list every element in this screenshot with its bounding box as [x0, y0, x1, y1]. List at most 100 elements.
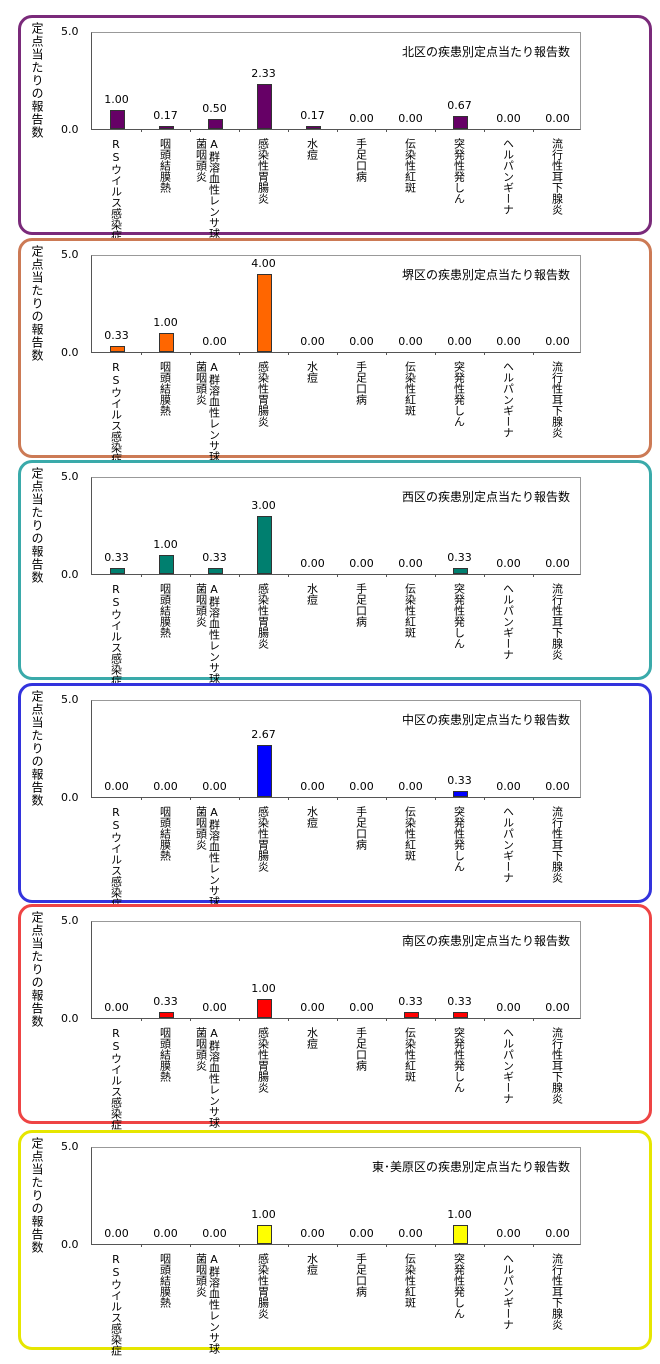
y-tick-label: 5.0 [61, 25, 79, 38]
bar [452, 116, 468, 129]
chart-panel: 定点当たりの報告数 5.0 0.0 南区の疾患別定点当たり報告数 0.00 0.33 0.0… [18, 904, 652, 1130]
y-axis-label: 定点当たりの報告数 [30, 911, 44, 1028]
x-tick [239, 574, 240, 577]
data-label: 0.33 [447, 773, 472, 787]
y-axis-label: 定点当たりの報告数 [30, 467, 44, 584]
category-label: ヘルパンギーナ [501, 583, 515, 660]
x-tick [288, 1244, 289, 1247]
data-label: 0.00 [398, 780, 423, 793]
category-label: 伝染性紅斑 [403, 1253, 417, 1308]
category-label: 突発性発しん [452, 361, 466, 427]
data-label: 1.00 [447, 1207, 472, 1221]
data-label: 0.33 [447, 994, 472, 1008]
category-label: 水痘 [305, 583, 319, 605]
category-label: 伝染性紅斑 [403, 138, 417, 193]
data-label: 0.17 [153, 108, 178, 122]
category-label: 手足口病 [354, 583, 368, 627]
plot-area: 中区の疾患別定点当たり報告数 0.00 0.00 0.00 2.67 0.00 0.00 0.… [91, 700, 581, 800]
x-tick [239, 1244, 240, 1247]
data-label: 0.00 [398, 112, 423, 125]
data-label: 0.00 [202, 780, 227, 793]
x-tick [386, 574, 387, 577]
bar [207, 119, 223, 129]
category-label: ヘルパンギーナ [501, 1253, 515, 1330]
x-tick [337, 129, 338, 132]
x-tick [386, 797, 387, 800]
x-tick [435, 574, 436, 577]
x-tick [337, 1018, 338, 1021]
category-label: RSウイルス感染症 [109, 806, 123, 909]
x-tick [435, 352, 436, 355]
data-label: 1.00 [153, 537, 178, 551]
category-label: 流行性耳下腺炎 [550, 806, 564, 883]
bar [256, 515, 272, 574]
data-label: 0.00 [202, 335, 227, 348]
category-label: 感染性胃腸炎 [256, 806, 270, 872]
x-tick [141, 1244, 142, 1247]
chart-panel: 定点当たりの報告数 5.0 0.0 中区の疾患別定点当たり報告数 0.00 0.00 0.0… [18, 683, 652, 909]
bar [158, 1011, 174, 1018]
category-label: 手足口病 [354, 1027, 368, 1071]
x-tick [190, 1244, 191, 1247]
data-label: 0.00 [398, 335, 423, 348]
data-label: 0.00 [496, 112, 521, 125]
y-axis-label: 定点当たりの報告数 [30, 22, 44, 139]
category-label: 感染性胃腸炎 [256, 1253, 270, 1319]
category-label: 伝染性紅斑 [403, 361, 417, 416]
data-label: 3.00 [251, 498, 276, 512]
x-tick [484, 574, 485, 577]
data-label: 0.00 [545, 1227, 570, 1240]
x-tick [190, 129, 191, 132]
x-tick [484, 1244, 485, 1247]
data-label: 0.00 [545, 112, 570, 125]
data-label: 0.00 [496, 557, 521, 570]
category-label: A群溶血性レンサ球菌咽頭炎 [194, 806, 221, 907]
data-label: 0.00 [349, 780, 374, 793]
category-label: 水痘 [305, 1027, 319, 1049]
category-label: 手足口病 [354, 1253, 368, 1297]
data-label: 0.67 [447, 99, 472, 113]
x-tick [141, 797, 142, 800]
category-label: 突発性発しん [452, 1027, 466, 1093]
data-label: 0.00 [300, 1001, 325, 1014]
x-tick [141, 1018, 142, 1021]
data-label: 0.00 [398, 1227, 423, 1240]
bar [256, 745, 272, 797]
x-tick [288, 352, 289, 355]
data-label: 1.00 [251, 981, 276, 995]
category-label: 咽頭結膜熱 [158, 1253, 172, 1308]
bar [256, 83, 272, 129]
category-label: RSウイルス感染症 [109, 583, 123, 686]
category-label: 感染性胃腸炎 [256, 361, 270, 427]
y-axis-label: 定点当たりの報告数 [30, 690, 44, 807]
plot-area: 堺区の疾患別定点当たり報告数 0.33 1.00 0.00 4.00 0.00 0.00 0.… [91, 255, 581, 355]
bar [207, 567, 223, 574]
bar [109, 109, 125, 129]
category-label: 伝染性紅斑 [403, 806, 417, 861]
data-label: 0.00 [153, 780, 178, 793]
bar [158, 554, 174, 574]
category-label: 水痘 [305, 806, 319, 828]
x-tick [435, 1018, 436, 1021]
data-label: 2.33 [251, 66, 276, 80]
category-label: A群溶血性レンサ球菌咽頭炎 [194, 583, 221, 684]
chart-title: 堺区の疾患別定点当たり報告数 [401, 268, 570, 282]
category-label: 咽頭結膜熱 [158, 583, 172, 638]
bar [256, 1224, 272, 1244]
category-label: 伝染性紅斑 [403, 583, 417, 638]
x-tick [386, 1244, 387, 1247]
x-tick [435, 129, 436, 132]
data-label: 0.00 [349, 1227, 374, 1240]
bar [256, 998, 272, 1018]
x-tick [141, 352, 142, 355]
y-tick-label: 5.0 [61, 1140, 79, 1153]
category-label: 手足口病 [354, 361, 368, 405]
category-label: 突発性発しん [452, 138, 466, 204]
chart-title: 西区の疾患別定点当たり報告数 [401, 490, 570, 504]
y-tick-label: 5.0 [61, 693, 79, 706]
bar [452, 1011, 468, 1018]
data-label: 0.33 [447, 550, 472, 564]
data-label: 0.00 [349, 112, 374, 125]
chart-panel: 定点当たりの報告数 5.0 0.0 西区の疾患別定点当たり報告数 0.33 1.00 0.3… [18, 460, 652, 686]
bar [452, 567, 468, 574]
